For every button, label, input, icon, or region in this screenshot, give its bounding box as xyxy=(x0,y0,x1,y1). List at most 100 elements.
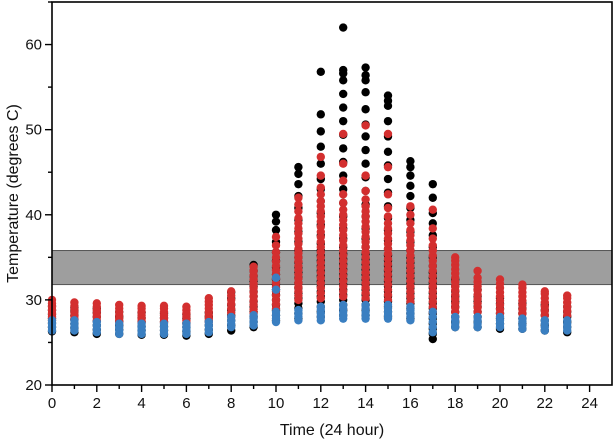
x-tick-label: 12 xyxy=(312,395,329,412)
data-point xyxy=(271,248,281,257)
data-point xyxy=(406,181,415,191)
data-point xyxy=(406,302,415,311)
data-point xyxy=(540,316,549,325)
data-point xyxy=(115,300,124,310)
data-point xyxy=(339,300,348,310)
data-point xyxy=(518,280,527,289)
data-point xyxy=(316,142,325,151)
data-point xyxy=(361,300,370,310)
data-point xyxy=(383,147,393,156)
data-point xyxy=(383,219,393,228)
data-point xyxy=(227,287,236,296)
data-point xyxy=(204,293,213,303)
x-tick-label: 18 xyxy=(447,395,464,412)
y-axis-title: Temperature (degrees C) xyxy=(5,104,22,283)
data-point xyxy=(406,219,415,228)
x-tick-label: 6 xyxy=(182,395,190,412)
x-tick-label: 8 xyxy=(227,395,235,412)
data-point xyxy=(92,317,102,327)
data-point xyxy=(271,285,281,294)
data-point xyxy=(473,273,482,282)
y-axis: 20 30 40 50 60 xyxy=(25,1,52,394)
data-point xyxy=(383,116,393,126)
data-point xyxy=(451,312,460,322)
data-point xyxy=(361,202,370,211)
data-point xyxy=(428,193,437,202)
data-point xyxy=(316,67,325,76)
data-point xyxy=(204,317,213,327)
reference-band xyxy=(51,250,613,286)
data-point xyxy=(339,144,348,153)
data-point xyxy=(339,159,348,168)
y-tick-label: 40 xyxy=(25,207,42,224)
data-point xyxy=(249,311,258,320)
data-point xyxy=(518,314,527,323)
data-point xyxy=(339,65,348,75)
y-tick-label: 60 xyxy=(25,37,42,54)
data-point xyxy=(339,190,348,199)
x-tick-label: 16 xyxy=(402,395,419,412)
data-point xyxy=(383,212,393,221)
x-tick-label: 20 xyxy=(492,395,509,412)
data-point xyxy=(339,23,348,32)
data-point xyxy=(361,70,370,80)
data-point xyxy=(361,171,370,180)
data-point xyxy=(271,210,281,219)
data-point xyxy=(361,63,370,72)
data-point xyxy=(182,302,191,311)
data-point xyxy=(451,253,460,262)
data-point xyxy=(406,162,415,172)
data-point xyxy=(361,186,370,196)
data-point xyxy=(115,319,124,328)
data-point xyxy=(316,159,325,168)
data-point xyxy=(406,210,415,219)
data-point xyxy=(294,162,303,172)
data-point xyxy=(383,174,393,184)
x-tick-label: 4 xyxy=(137,395,145,412)
x-axis: 0 2 4 6 8 10 12 14 16 18 20 22 24 xyxy=(48,385,598,412)
data-point xyxy=(271,241,281,250)
x-tick-label: 14 xyxy=(357,395,374,412)
data-point xyxy=(563,291,572,300)
data-point xyxy=(339,89,348,99)
data-point xyxy=(339,176,348,185)
data-point xyxy=(316,302,325,311)
data-point xyxy=(339,116,348,126)
data-point xyxy=(271,225,281,235)
data-point xyxy=(294,200,303,209)
data-point xyxy=(339,205,348,214)
x-tick-label: 24 xyxy=(581,395,598,412)
data-point xyxy=(383,91,393,100)
data-point xyxy=(361,88,370,97)
data-point xyxy=(361,159,370,168)
y-tick-label: 20 xyxy=(25,377,42,394)
data-point xyxy=(361,121,370,130)
data-point xyxy=(339,129,348,139)
y-tick-label: 30 xyxy=(25,292,42,309)
data-point xyxy=(495,275,505,284)
y-tick-label: 50 xyxy=(25,122,42,139)
data-point xyxy=(473,266,482,276)
data-point xyxy=(294,305,303,315)
data-point xyxy=(294,213,303,223)
data-point xyxy=(294,207,303,216)
data-point xyxy=(70,316,79,325)
data-point xyxy=(159,301,169,311)
data-point xyxy=(271,273,281,282)
data-point xyxy=(361,105,370,114)
x-tick-label: 22 xyxy=(536,395,553,412)
data-point xyxy=(227,312,236,322)
data-point xyxy=(428,179,437,189)
data-point xyxy=(495,312,505,322)
x-tick-label: 10 xyxy=(268,395,285,412)
x-tick-label: 2 xyxy=(93,395,101,412)
data-point xyxy=(406,202,415,211)
data-point xyxy=(294,179,303,189)
data-point xyxy=(383,203,393,213)
data-point xyxy=(339,103,348,112)
data-point xyxy=(361,145,370,155)
data-point xyxy=(294,193,303,202)
data-point xyxy=(137,301,146,311)
data-point xyxy=(406,156,415,166)
